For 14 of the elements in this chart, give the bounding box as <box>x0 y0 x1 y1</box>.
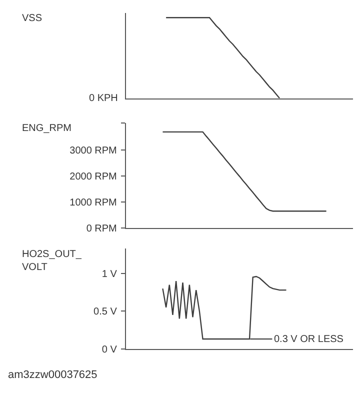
y-tick-label: 0 RPM <box>86 223 117 234</box>
y-axis-title: VSS <box>22 13 42 24</box>
text: am3zzw00037625 <box>8 369 98 381</box>
y-tick-label: 3000 RPM <box>70 146 117 157</box>
y-axis-title: HO2S_OUT_ VOLT <box>22 249 82 273</box>
line-series <box>162 131 327 212</box>
y-tick-label: 2000 RPM <box>70 172 117 183</box>
y-tick-label: 0 V <box>102 344 118 356</box>
y-tick-label: 1 V <box>102 268 118 280</box>
text: 0 KPH <box>89 93 118 104</box>
annotation: 0.3 V OR LESS <box>274 334 344 345</box>
y-tick-label: 1000 RPM <box>70 198 117 209</box>
y-tick-label: 0.5 V <box>94 306 118 318</box>
y-axis-title: ENG_RPM <box>22 123 72 134</box>
